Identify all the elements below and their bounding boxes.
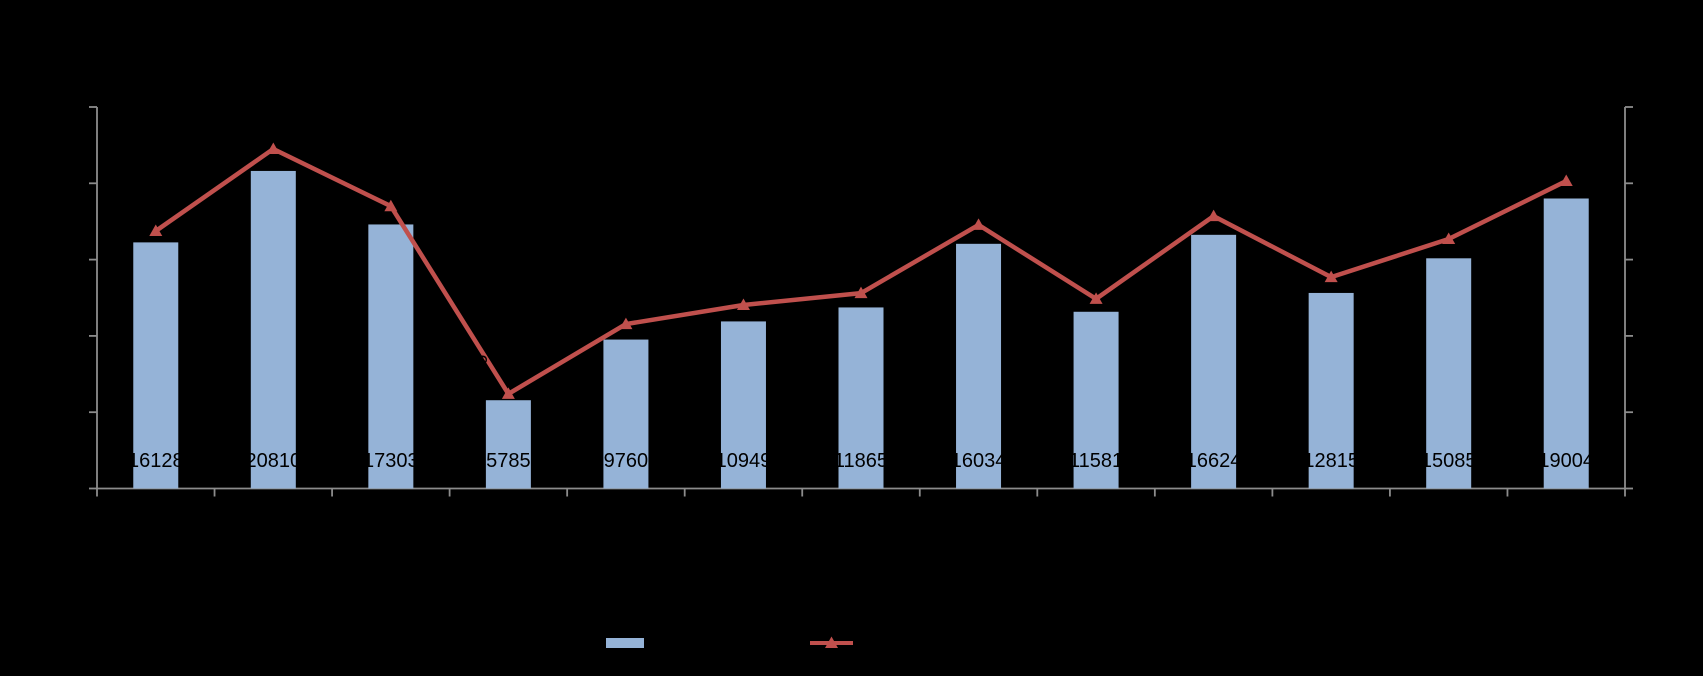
bar-value-label-10: 16624: [1186, 450, 1242, 472]
legend-bar-swatch: [606, 638, 644, 648]
bar-column-13: [1543, 198, 1589, 489]
bar-column-6: [720, 321, 766, 489]
line-marker-4: [501, 387, 515, 399]
line-marker-5: [619, 317, 633, 330]
bar-column-12: [1426, 258, 1472, 489]
line-marker-12: [1442, 232, 1456, 244]
line-marker-7: [854, 286, 868, 299]
line-marker-6: [736, 298, 750, 310]
bar-column-10: [1191, 234, 1237, 489]
bar-column-1: [133, 242, 179, 489]
bar-column-3: [368, 224, 414, 489]
bar-value-label-8: 16034: [951, 450, 1007, 472]
bar-value-label-4: 5785: [486, 450, 531, 472]
line-marker-13: [1559, 174, 1573, 187]
bar-value-label-7: 11865: [834, 450, 888, 472]
line-marker-2: [266, 142, 280, 154]
bar-value-label-6: 10949: [716, 450, 772, 472]
bar-value-label-1: 16128: [128, 450, 184, 472]
bar-column-2: [250, 170, 296, 489]
line-label-fragment: 6: [471, 355, 492, 366]
line-marker-1: [149, 224, 163, 236]
bar-value-label-9: 11581: [1069, 450, 1123, 472]
bar-column-7: [838, 307, 884, 489]
bar-value-label-5: 9760: [604, 450, 649, 472]
bar-column-9: [1073, 311, 1119, 489]
bar-column-11: [1308, 292, 1354, 489]
bar-value-label-13: 19004: [1538, 450, 1594, 472]
line-marker-3: [384, 199, 398, 212]
bar-value-label-3: 17303: [363, 450, 419, 472]
bar-column-4: [485, 400, 531, 489]
bar-column-5: [603, 339, 649, 489]
bar-value-label-2: 20810: [245, 450, 301, 472]
line-marker-9: [1089, 292, 1103, 304]
bar-value-label-12: 15085: [1421, 450, 1477, 472]
legend-line-marker: [825, 636, 838, 648]
line-marker-11: [1324, 270, 1338, 283]
line-marker-8: [972, 218, 986, 230]
bar-value-label-11: 12815: [1303, 450, 1359, 472]
bar-column-8: [956, 243, 1002, 489]
line-marker-10: [1207, 209, 1221, 222]
